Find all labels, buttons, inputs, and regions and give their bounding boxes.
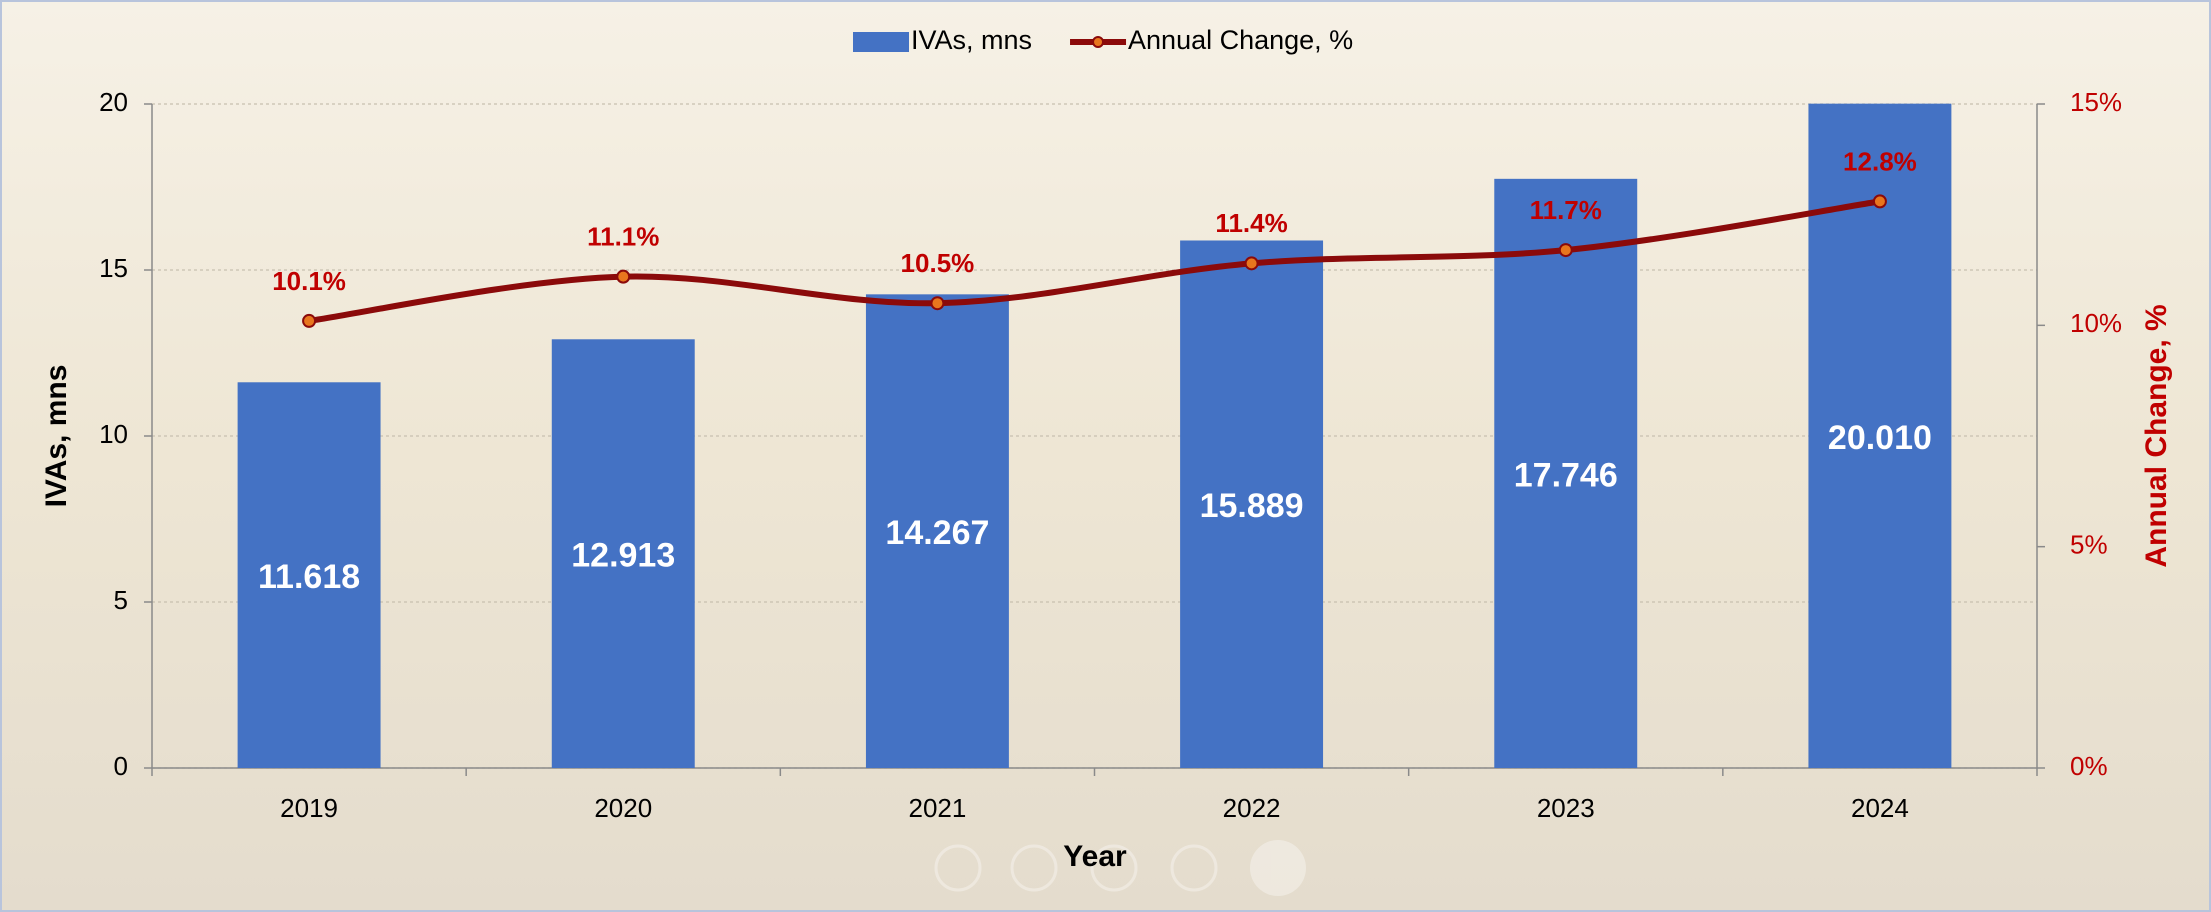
x-tick-label: 2022 bbox=[1223, 793, 1281, 823]
line-value-label: 11.7% bbox=[1530, 195, 1602, 225]
line-marker bbox=[1246, 257, 1258, 269]
bar-value-label: 11.618 bbox=[258, 558, 360, 596]
y-tick-label: 0 bbox=[114, 751, 128, 781]
bar-value-label: 15.889 bbox=[1200, 487, 1304, 525]
x-tick-label: 2023 bbox=[1537, 793, 1595, 823]
line-value-label: 11.4% bbox=[1215, 208, 1287, 238]
x-tick-label: 2020 bbox=[594, 793, 652, 823]
y2-tick-label: 5% bbox=[2070, 530, 2108, 560]
bar-value-label: 17.746 bbox=[1514, 456, 1618, 494]
y-tick-label: 5 bbox=[114, 585, 128, 615]
x-axis-title: Year bbox=[1063, 840, 1127, 873]
x-tick-label: 2019 bbox=[280, 793, 338, 823]
line-marker bbox=[1560, 244, 1572, 256]
line-marker bbox=[931, 297, 943, 309]
legend-label: IVAs, mns bbox=[911, 25, 1032, 55]
line-value-label: 11.1% bbox=[587, 222, 659, 252]
legend-swatch bbox=[853, 32, 909, 52]
legend-label: Annual Change, % bbox=[1128, 25, 1353, 55]
line-value-label: 12.8% bbox=[1843, 146, 1917, 176]
line-value-label: 10.1% bbox=[272, 266, 346, 296]
y2-tick-label: 10% bbox=[2070, 308, 2122, 338]
y-tick-label: 10 bbox=[99, 419, 128, 449]
line-marker bbox=[1874, 195, 1886, 207]
y2-axis-title: Annual Change, % bbox=[2140, 304, 2173, 567]
y2-tick-label: 15% bbox=[2070, 87, 2122, 117]
x-tick-label: 2024 bbox=[1851, 793, 1909, 823]
line-marker bbox=[617, 271, 629, 283]
y-axis-title: IVAs, mns bbox=[40, 365, 73, 508]
bar-value-label: 14.267 bbox=[885, 514, 989, 552]
y-tick-label: 20 bbox=[99, 87, 128, 117]
legend-marker bbox=[1093, 37, 1103, 47]
bar-value-label: 20.010 bbox=[1828, 419, 1932, 457]
chart: Year IVAs, mns Annual Change, % 0 5 10 15 20… bbox=[0, 0, 2211, 912]
line-marker bbox=[303, 315, 315, 327]
y-tick-label: 15 bbox=[99, 253, 128, 283]
x-tick-label: 2021 bbox=[908, 793, 966, 823]
bar-value-label: 12.913 bbox=[571, 537, 675, 575]
y2-tick-label: 0% bbox=[2070, 751, 2108, 781]
line-value-label: 10.5% bbox=[901, 248, 975, 278]
